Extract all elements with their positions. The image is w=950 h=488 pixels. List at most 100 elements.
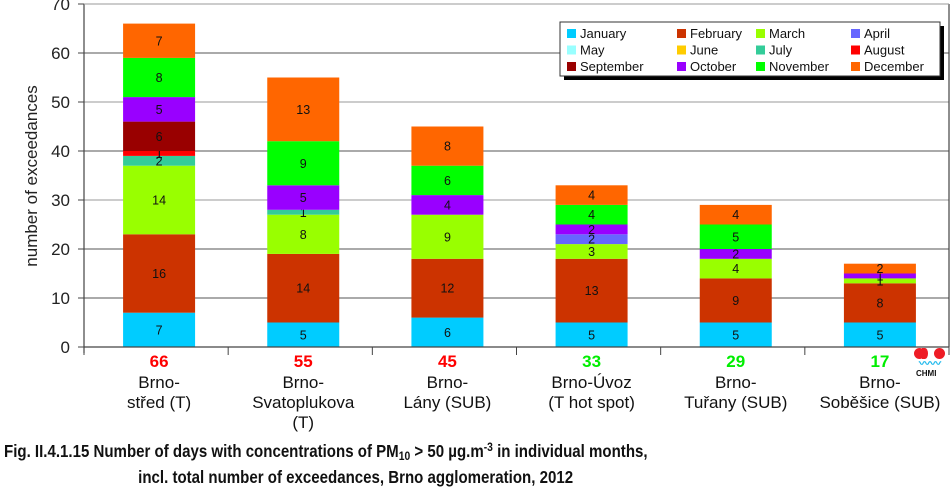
segment-value-label: 5 (300, 191, 307, 205)
segment-value-label: 1 (876, 274, 883, 288)
segment-value-label: 4 (732, 208, 739, 222)
legend-item: December (851, 59, 925, 74)
bar-segment (123, 165, 196, 235)
legend-item: October (677, 59, 737, 74)
legend-label: November (769, 59, 830, 74)
bar-segment (555, 234, 628, 245)
bar-segment (699, 204, 772, 225)
legend-item: August (851, 43, 905, 58)
legend-swatch (677, 29, 686, 38)
category-label: (T) (292, 413, 314, 432)
caption-line-2: incl. total number of exceedances, Brno … (138, 467, 574, 487)
category-label: Brno-Úvoz (551, 373, 631, 392)
segment-value-label: 13 (296, 103, 310, 117)
caption-line-1: Fig. II.4.1.15 Number of days with conce… (4, 440, 648, 463)
category-label: Tuřany (SUB) (684, 393, 787, 412)
segment-value-label: 2 (876, 262, 883, 276)
segment-value-label: 4 (732, 262, 739, 276)
segment-value-label: 12 (440, 282, 454, 296)
category-label: Brno- (282, 373, 324, 392)
legend: January February March April May June July Augu… (559, 21, 944, 80)
bar-segment (411, 165, 484, 196)
segment-value-label: 1 (156, 147, 163, 161)
legend-label: August (864, 43, 905, 58)
figure-caption: Fig. II.4.1.15 Number of days with conce… (4, 437, 648, 488)
segment-value-label: 4 (588, 208, 595, 222)
bar-segment (843, 273, 916, 279)
segment-value-label: 8 (444, 140, 451, 154)
category-label: Svatoplukova (252, 393, 355, 412)
legend-label: May (580, 43, 605, 58)
bar-segment (411, 258, 484, 318)
segment-value-label: 5 (300, 328, 307, 342)
segment-value-label: 4 (444, 198, 451, 212)
category-total-label: 33 (582, 352, 601, 371)
legend-item: February (677, 26, 743, 41)
category-label: Brno- (138, 373, 180, 392)
segment-value-label: 2 (588, 233, 595, 247)
bar-segment (843, 322, 916, 347)
segment-value-label: 8 (156, 71, 163, 85)
bar-segment (555, 322, 628, 347)
segment-value-label: 5 (732, 230, 739, 244)
segment-value-label: 1 (300, 206, 307, 220)
segment-value-label: 9 (300, 157, 307, 171)
bar-segment (267, 141, 340, 186)
bar-segment (555, 204, 628, 225)
bar-segment (411, 317, 484, 347)
bar-stack: 6 12 9 4 6 8 (411, 126, 484, 347)
y-tick-label: 20 (51, 240, 70, 259)
segment-value-label: 2 (732, 247, 739, 261)
logo-dot-mid (922, 348, 928, 359)
bar-segment (267, 253, 340, 323)
category-label: Soběšice (SUB) (819, 393, 940, 412)
bar-segment (123, 23, 196, 58)
legend-swatch (851, 62, 860, 71)
legend-swatch (567, 29, 576, 38)
segment-value-label: 6 (444, 326, 451, 340)
bar-segment (123, 121, 196, 151)
bar-segment (267, 322, 340, 347)
segment-value-label: 7 (156, 34, 163, 48)
segment-value-label: 9 (732, 294, 739, 308)
bar-segment (843, 278, 916, 284)
segment-value-label: 8 (876, 296, 883, 310)
bar-segment (555, 224, 628, 235)
bar-segment (843, 283, 916, 323)
legend-swatch (567, 45, 576, 55)
bar-segment (267, 77, 340, 142)
stacked-bar-chart: 7161421658751481591361294685133224459425… (22, 0, 950, 432)
logo-dot-right (934, 348, 945, 359)
legend-item: May (567, 43, 605, 58)
bar-segment (411, 195, 484, 215)
category-total-label: 45 (438, 352, 457, 371)
bar-segment (123, 155, 196, 166)
y-tick-labels: 0 10 20 30 40 50 60 70 (51, 0, 70, 357)
legend-swatch (756, 29, 765, 38)
legend-item: March (756, 26, 805, 41)
segment-value-label: 1 (876, 269, 883, 283)
y-tick-label: 0 (61, 338, 70, 357)
legend-swatch (756, 45, 765, 55)
segment-value-label: 14 (152, 194, 166, 208)
bar-segment (555, 185, 628, 205)
category-label: Brno- (859, 373, 901, 392)
category-label: Brno- (427, 373, 469, 392)
bar-segment (123, 151, 196, 156)
bar-segment (699, 224, 772, 249)
bar-segment (843, 263, 916, 274)
bar-segment (699, 278, 772, 323)
y-tick-label: 40 (51, 142, 70, 161)
segment-value-label: 8 (300, 228, 307, 242)
logo-text: CHMI (916, 369, 937, 378)
segment-value-label: 16 (152, 267, 166, 281)
bar-segment (555, 258, 628, 323)
bar-segment (123, 97, 196, 122)
segment-value-label: 5 (156, 103, 163, 117)
y-tick-label: 60 (51, 44, 70, 63)
bar-segment (699, 258, 772, 279)
